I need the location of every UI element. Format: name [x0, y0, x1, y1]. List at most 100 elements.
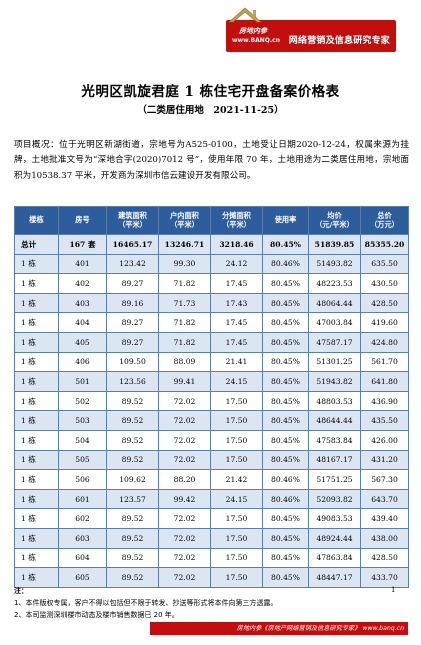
- table-cell: 123.57: [106, 488, 159, 510]
- table-cell: 16465.17: [106, 234, 159, 255]
- table-cell: 502: [58, 390, 107, 412]
- table-cell: 167 套: [58, 234, 107, 255]
- table-cell: 426.00: [360, 429, 409, 451]
- table-cell: 89.27: [106, 331, 159, 353]
- table-cell: 561.70: [360, 351, 409, 373]
- table-cell: 1 栋: [14, 351, 59, 373]
- table-cell: 428.50: [360, 292, 409, 314]
- table-cell: 17.45: [210, 331, 263, 353]
- table-cell: 17.45: [210, 312, 263, 333]
- table-cell: 72.02: [158, 527, 211, 549]
- table-row: 1 栋 604 89.52 72.02 17.50 80.45% 47863.84 428.5…: [14, 547, 409, 569]
- table-cell: 72.02: [158, 547, 211, 569]
- table-cell: 89.52: [106, 429, 159, 451]
- table-cell: 72.02: [158, 429, 211, 451]
- table-cell: 17.50: [210, 508, 263, 529]
- table-row: 1 栋 605 89.52 72.02 17.50 80.45% 48447.17 433.7…: [14, 567, 409, 588]
- page-number: 1: [391, 586, 396, 594]
- table-cell: 1 栋: [14, 508, 59, 529]
- table-cell: 80.45%: [262, 312, 309, 333]
- table-cell: 80.46%: [262, 469, 309, 490]
- column-header: 总价 （万元）: [360, 206, 409, 235]
- table-cell: 1 栋: [14, 331, 59, 353]
- table-cell: 602: [58, 508, 107, 529]
- table-cell: 419.60: [360, 312, 409, 333]
- total-row: 总计 167 套 16465.17 13246.71 3218.46 80.45% 5183…: [14, 234, 409, 255]
- table-cell: 424.80: [360, 331, 409, 353]
- table-cell: 17.50: [210, 449, 263, 471]
- notes-heading: 注：: [14, 587, 28, 595]
- table-cell: 635.50: [360, 253, 409, 275]
- table-cell: 80.45%: [262, 234, 309, 255]
- table-cell: 403: [58, 292, 107, 314]
- table-cell: 505: [58, 449, 107, 471]
- table-cell: 80.45%: [262, 331, 309, 353]
- table-cell: 72.02: [158, 410, 211, 431]
- table-row: 1 栋 403 89.16 71.73 17.43 80.45% 48064.44 428.5…: [14, 292, 409, 314]
- table-cell: 109.62: [106, 469, 159, 490]
- table-cell: 401: [58, 253, 107, 275]
- table-row: 1 栋 501 123.56 99.41 24.15 80.45% 51943.82 641.…: [14, 371, 409, 392]
- table-cell: 总计: [14, 234, 59, 255]
- table-cell: 72.02: [158, 449, 211, 471]
- table-cell: 71.82: [158, 273, 211, 294]
- table-cell: 80.45%: [262, 390, 309, 412]
- page-title: 光明区凯旋君庭 1 栋住宅开盘备案价格表: [81, 84, 340, 100]
- table-cell: 72.02: [158, 508, 211, 529]
- column-header: 均价 （元/平米）: [308, 206, 361, 235]
- table-cell: 17.50: [210, 547, 263, 569]
- table-cell: 1 栋: [14, 273, 59, 294]
- table-cell: 1 栋: [14, 527, 59, 549]
- table-row: 1 栋 504 89.52 72.02 17.50 80.45% 47583.84 426.0…: [14, 429, 409, 451]
- table-cell: 89.52: [106, 410, 159, 431]
- table-cell: 89.27: [106, 273, 159, 294]
- table-row: 1 栋 401 123.42 99.30 24.12 80.46% 51493.82 635.…: [14, 253, 409, 275]
- table-cell: 89.52: [106, 567, 159, 588]
- table-cell: 17.43: [210, 292, 263, 314]
- table-cell: 47003.84: [308, 312, 361, 333]
- table-cell: 80.46%: [262, 253, 309, 275]
- column-header: 建筑面积 （平米）: [106, 206, 159, 235]
- table-cell: 89.52: [106, 508, 159, 529]
- table-cell: 438.00: [360, 527, 409, 549]
- column-header: 楼栋: [14, 206, 59, 235]
- table-cell: 123.42: [106, 253, 159, 275]
- table-cell: 17.45: [210, 273, 263, 294]
- table-cell: 80.45%: [262, 449, 309, 471]
- table-cell: 71.82: [158, 331, 211, 353]
- table-cell: 603: [58, 527, 107, 549]
- table-cell: 51943.82: [308, 371, 361, 392]
- table-cell: 80.45%: [262, 351, 309, 373]
- header-banner: 网络营销及信息研究专家: [226, 20, 396, 52]
- table-cell: 604: [58, 547, 107, 569]
- table-cell: 51839.85: [308, 234, 361, 255]
- price-table: 楼栋 房号 建筑面积 （平米） 户内面积 （平米） 分摊面积 （平米） 使用率 均价 （元/…: [14, 206, 409, 588]
- table-cell: 643.70: [360, 488, 409, 510]
- table-cell: 80.46%: [262, 488, 309, 510]
- page-subtitle: （二类居住用地 2021-11-25）: [137, 105, 284, 116]
- table-cell: 89.52: [106, 547, 159, 569]
- brand-slogan: 网络营销及信息研究专家: [288, 36, 390, 46]
- table-cell: 48644.44: [308, 410, 361, 431]
- column-header: 分摊面积 （平米）: [210, 206, 263, 235]
- project-overview: 项目概况：位于光明区新湖街道，宗地号为A525-0100，土地受让日期2020-…: [14, 140, 409, 181]
- table-row: 1 栋 506 109.62 88.20 21.42 80.46% 51751.25 567.…: [14, 469, 409, 490]
- table-cell: 17.50: [210, 527, 263, 549]
- table-cell: 24.15: [210, 371, 263, 392]
- table-cell: 51751.25: [308, 469, 361, 490]
- table-cell: 47587.17: [308, 331, 361, 353]
- table-cell: 1 栋: [14, 567, 59, 588]
- table-row: 1 栋 406 109.50 88.09 21.41 80.45% 51301.25 561.…: [14, 351, 409, 373]
- table-cell: 504: [58, 429, 107, 451]
- table-cell: 17.50: [210, 429, 263, 451]
- column-header: 房号: [58, 206, 107, 235]
- table-cell: 506: [58, 469, 107, 490]
- table-cell: 1 栋: [14, 429, 59, 451]
- table-cell: 99.41: [158, 371, 211, 392]
- table-cell: 48167.17: [308, 449, 361, 471]
- table-cell: 88.20: [158, 469, 211, 490]
- table-cell: 80.45%: [262, 371, 309, 392]
- table-cell: 71.73: [158, 292, 211, 314]
- brand-logo-word: 房地内参: [239, 26, 267, 35]
- table-cell: 89.16: [106, 292, 159, 314]
